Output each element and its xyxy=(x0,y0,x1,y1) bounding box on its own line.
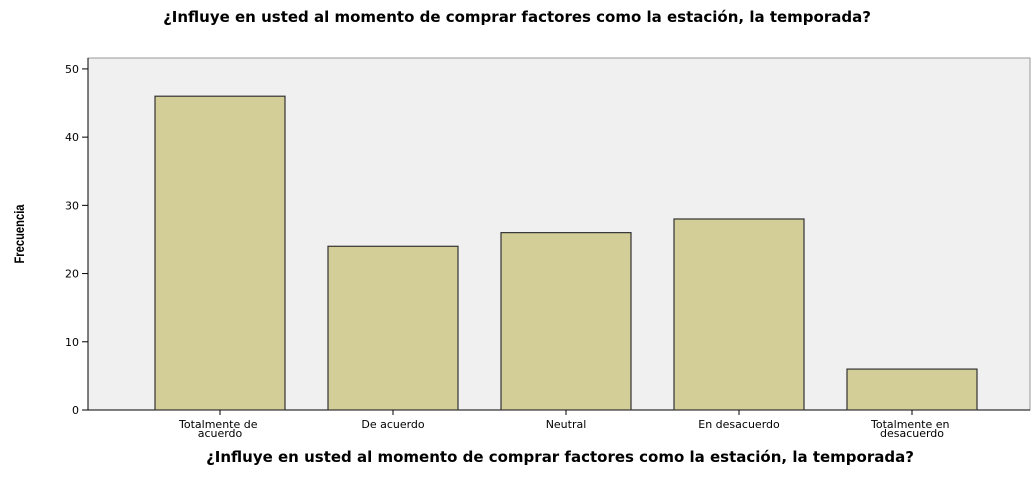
y-axis-title: Frecuencia xyxy=(12,204,27,264)
x-tick-label: Totalmente en desacuerdo xyxy=(870,418,953,440)
y-tick-label: 20 xyxy=(65,268,79,281)
y-tick-label: 0 xyxy=(72,404,79,417)
bar xyxy=(673,218,805,411)
x-tick-label: En desacuerdo xyxy=(698,418,780,431)
bar xyxy=(500,232,632,411)
bar xyxy=(327,245,459,411)
x-axis-title: ¿Influye en usted al momento de comprar … xyxy=(206,448,914,466)
y-tick-label: 50 xyxy=(65,63,79,76)
y-tick-label: 10 xyxy=(65,336,79,349)
chart-title: ¿Influye en usted al momento de comprar … xyxy=(163,8,871,26)
y-tick-label: 40 xyxy=(65,131,79,144)
bar xyxy=(846,368,978,411)
bar xyxy=(154,95,286,411)
x-tick-label: Neutral xyxy=(546,418,587,431)
y-tick-label: 30 xyxy=(65,199,79,212)
x-tick-label: Totalmente de acuerdo xyxy=(178,418,261,440)
x-tick-label: De acuerdo xyxy=(361,418,425,431)
